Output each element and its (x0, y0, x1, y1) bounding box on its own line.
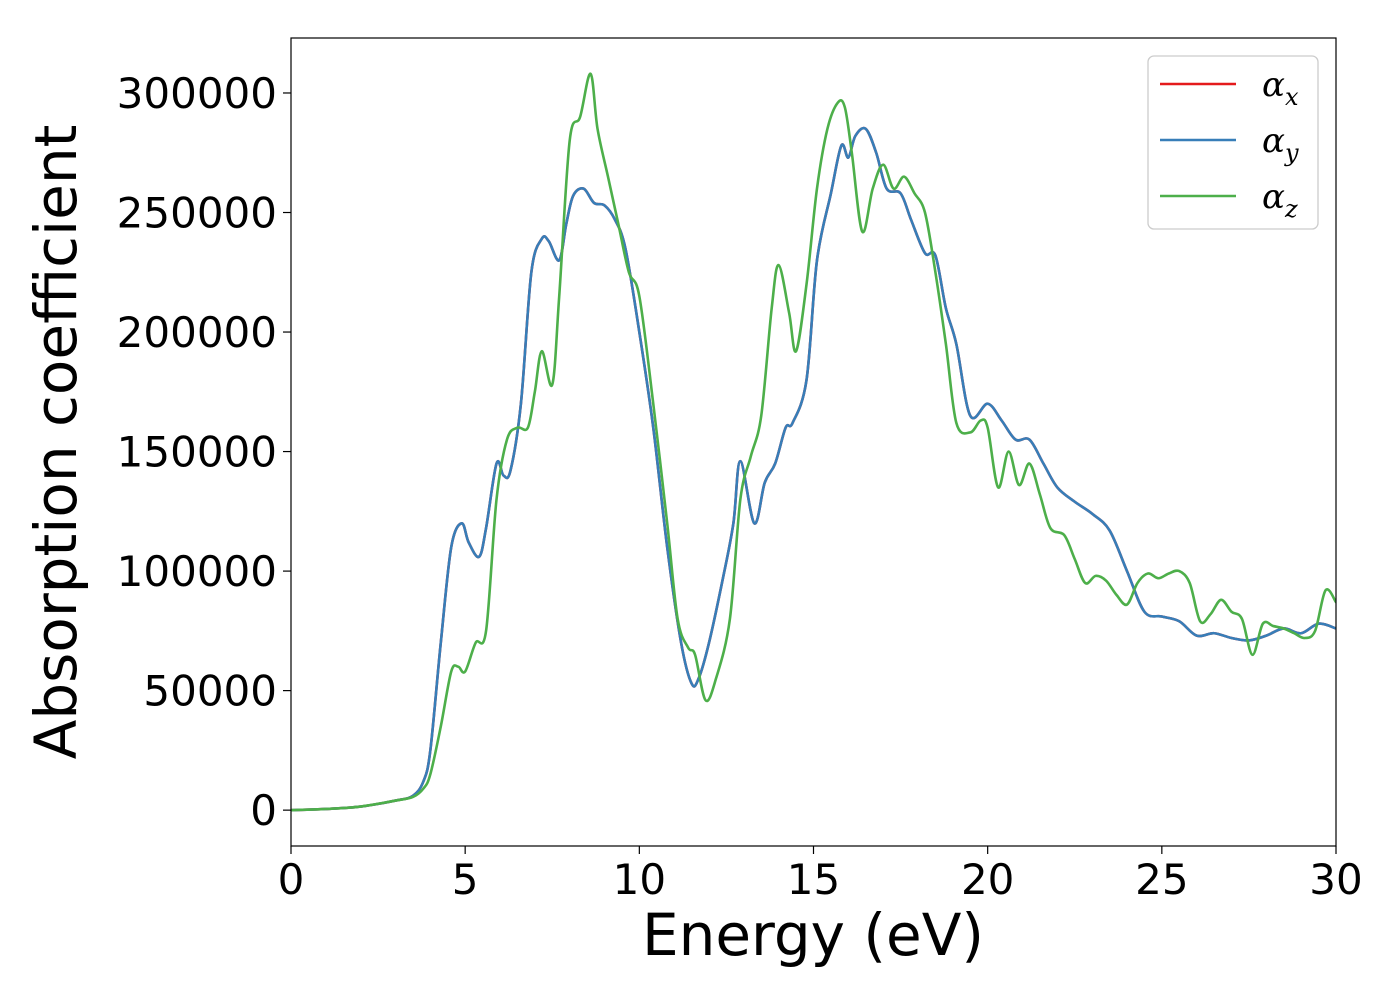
x-axis-ticks: 0 5 10 15 20 25 30 (278, 846, 1363, 904)
x-tick-label: 25 (1135, 855, 1188, 904)
legend-box (1147, 55, 1319, 230)
y-axis-label: Absorption coefficient (22, 125, 90, 760)
series-layer (291, 72, 1336, 812)
y-axis-ticks: 0 50000 100000 150000 200000 250000 300000 (117, 69, 291, 835)
y-tick-label: 300000 (117, 69, 277, 118)
x-tick-label: 30 (1309, 855, 1362, 904)
y-tick-label: 50000 (143, 667, 277, 716)
x-tick-label: 5 (452, 855, 479, 904)
y-tick-label: 250000 (117, 189, 277, 238)
y-tick-label: 100000 (117, 547, 277, 596)
series-line-alpha-y (291, 126, 1336, 812)
x-tick-label: 15 (787, 855, 840, 904)
x-tick-label: 20 (961, 855, 1014, 904)
x-axis-label: Energy (eV) (642, 901, 984, 969)
y-tick-label: 200000 (117, 308, 277, 357)
y-tick-label: 0 (250, 786, 277, 835)
y-tick-label: 150000 (117, 428, 277, 477)
x-tick-label: 0 (278, 855, 305, 904)
series-line-alpha-z (291, 72, 1336, 812)
x-tick-label: 10 (613, 855, 666, 904)
